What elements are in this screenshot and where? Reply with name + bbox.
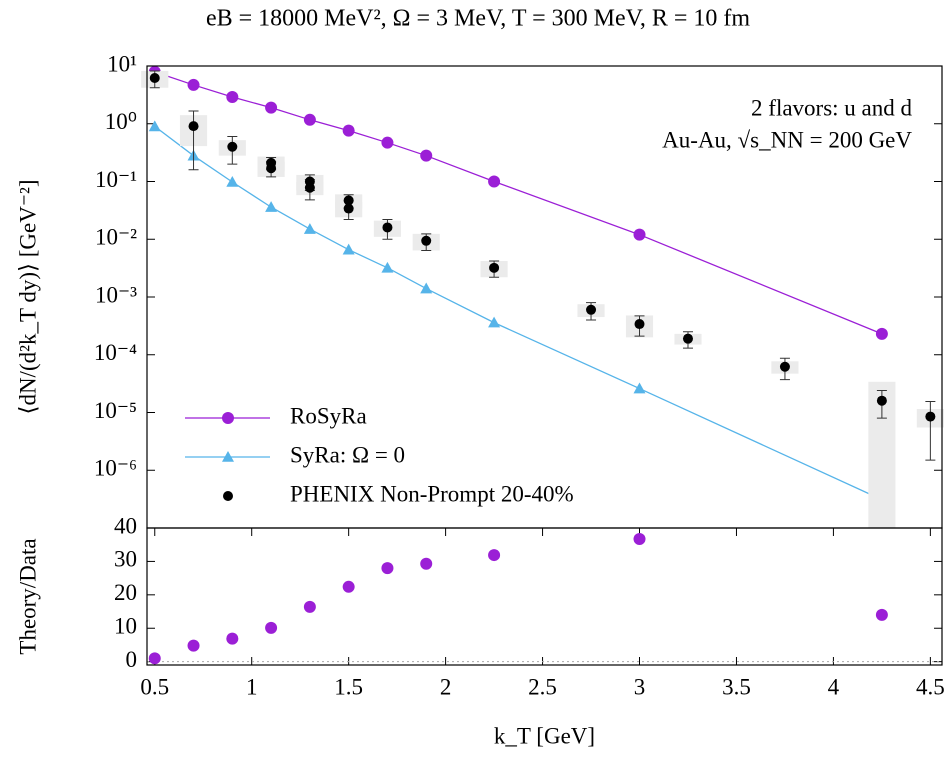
marker	[148, 120, 161, 132]
y-tick-label: 0	[126, 647, 138, 672]
y-tick-label: 20	[114, 580, 137, 605]
marker	[420, 149, 433, 162]
marker	[266, 163, 277, 174]
marker	[488, 316, 501, 328]
y-tick-label: 10¹	[107, 51, 137, 76]
marker	[925, 411, 936, 422]
x-tick-label: 3	[634, 674, 646, 699]
y-axis-label: ⟨dN/(d²k_T dy)⟩ [GeV⁻²]	[15, 179, 40, 414]
marker	[876, 395, 887, 406]
marker	[149, 72, 160, 83]
x-tick-label: 3.5	[722, 674, 751, 699]
marker	[682, 333, 693, 344]
error-bar	[188, 110, 199, 171]
chart-title: eB = 18000 MeV², Ω = 3 MeV, T = 300 MeV,…	[206, 6, 750, 32]
marker	[265, 101, 278, 114]
legend-label: RoSyRa	[290, 403, 367, 428]
marker	[489, 262, 500, 273]
marker	[875, 327, 888, 340]
y-tick-label: 10⁰	[105, 109, 137, 134]
marker	[303, 113, 316, 126]
y-tick-label: 10	[114, 614, 137, 639]
marker	[488, 175, 501, 188]
x-tick-label: 0.5	[140, 674, 169, 699]
marker	[382, 222, 393, 233]
x-tick-label: 1	[246, 674, 258, 699]
marker	[633, 228, 646, 241]
annotation: 2 flavors: u and d	[751, 95, 912, 120]
error-bar	[925, 401, 936, 461]
x-tick-label: 2	[440, 674, 452, 699]
y-tick-label: 30	[114, 547, 137, 572]
marker	[342, 124, 355, 137]
x-tick-label: 1.5	[334, 674, 363, 699]
marker	[381, 136, 394, 149]
marker	[226, 632, 239, 645]
y-tick-label: 10⁻³	[95, 282, 137, 307]
marker	[586, 304, 597, 315]
x-tick-label: 4.5	[916, 674, 945, 699]
marker	[634, 319, 645, 330]
legend-label: SyRa: Ω = 0	[290, 442, 405, 467]
x-tick-label: 4	[828, 674, 840, 699]
marker	[265, 621, 278, 634]
marker	[304, 182, 315, 193]
y-tick-label: 10⁻²	[95, 225, 137, 250]
series-line	[154, 125, 883, 501]
marker	[265, 201, 278, 212]
marker	[342, 580, 355, 593]
marker	[187, 639, 200, 652]
marker	[420, 557, 433, 570]
marker	[303, 223, 316, 234]
marker	[226, 91, 239, 104]
legend-marker	[222, 451, 234, 462]
y-axis-label: Theory/Data	[15, 538, 40, 654]
x-tick-label: 2.5	[528, 674, 557, 699]
marker	[420, 282, 433, 294]
legend-marker	[223, 491, 233, 501]
y-tick-label: 10⁻⁴	[94, 340, 137, 365]
x-axis-label: k_T [GeV]	[494, 723, 595, 748]
marker	[779, 361, 790, 372]
legend-label: PHENIX Non-Prompt 20-40%	[290, 481, 574, 506]
marker	[187, 78, 200, 91]
marker	[226, 176, 239, 187]
y-tick-label: 10⁻¹	[95, 167, 137, 192]
marker	[421, 235, 432, 246]
marker	[381, 562, 394, 575]
plot-frame	[146, 527, 943, 666]
marker	[875, 608, 888, 621]
y-tick-label: 10⁻⁶	[94, 456, 137, 481]
marker	[303, 600, 316, 613]
legend-marker	[222, 412, 234, 424]
marker	[342, 243, 355, 255]
marker	[633, 533, 646, 546]
marker	[227, 141, 238, 152]
y-tick-label: 10⁻⁵	[94, 398, 137, 423]
marker	[488, 549, 501, 562]
y-tick-label: 40	[114, 513, 137, 538]
marker	[343, 203, 354, 214]
marker	[343, 195, 354, 206]
marker	[633, 382, 646, 394]
marker	[148, 652, 161, 665]
annotation: Au-Au, √s_NN = 200 GeV	[662, 127, 912, 152]
marker	[381, 261, 394, 273]
marker	[188, 121, 199, 132]
